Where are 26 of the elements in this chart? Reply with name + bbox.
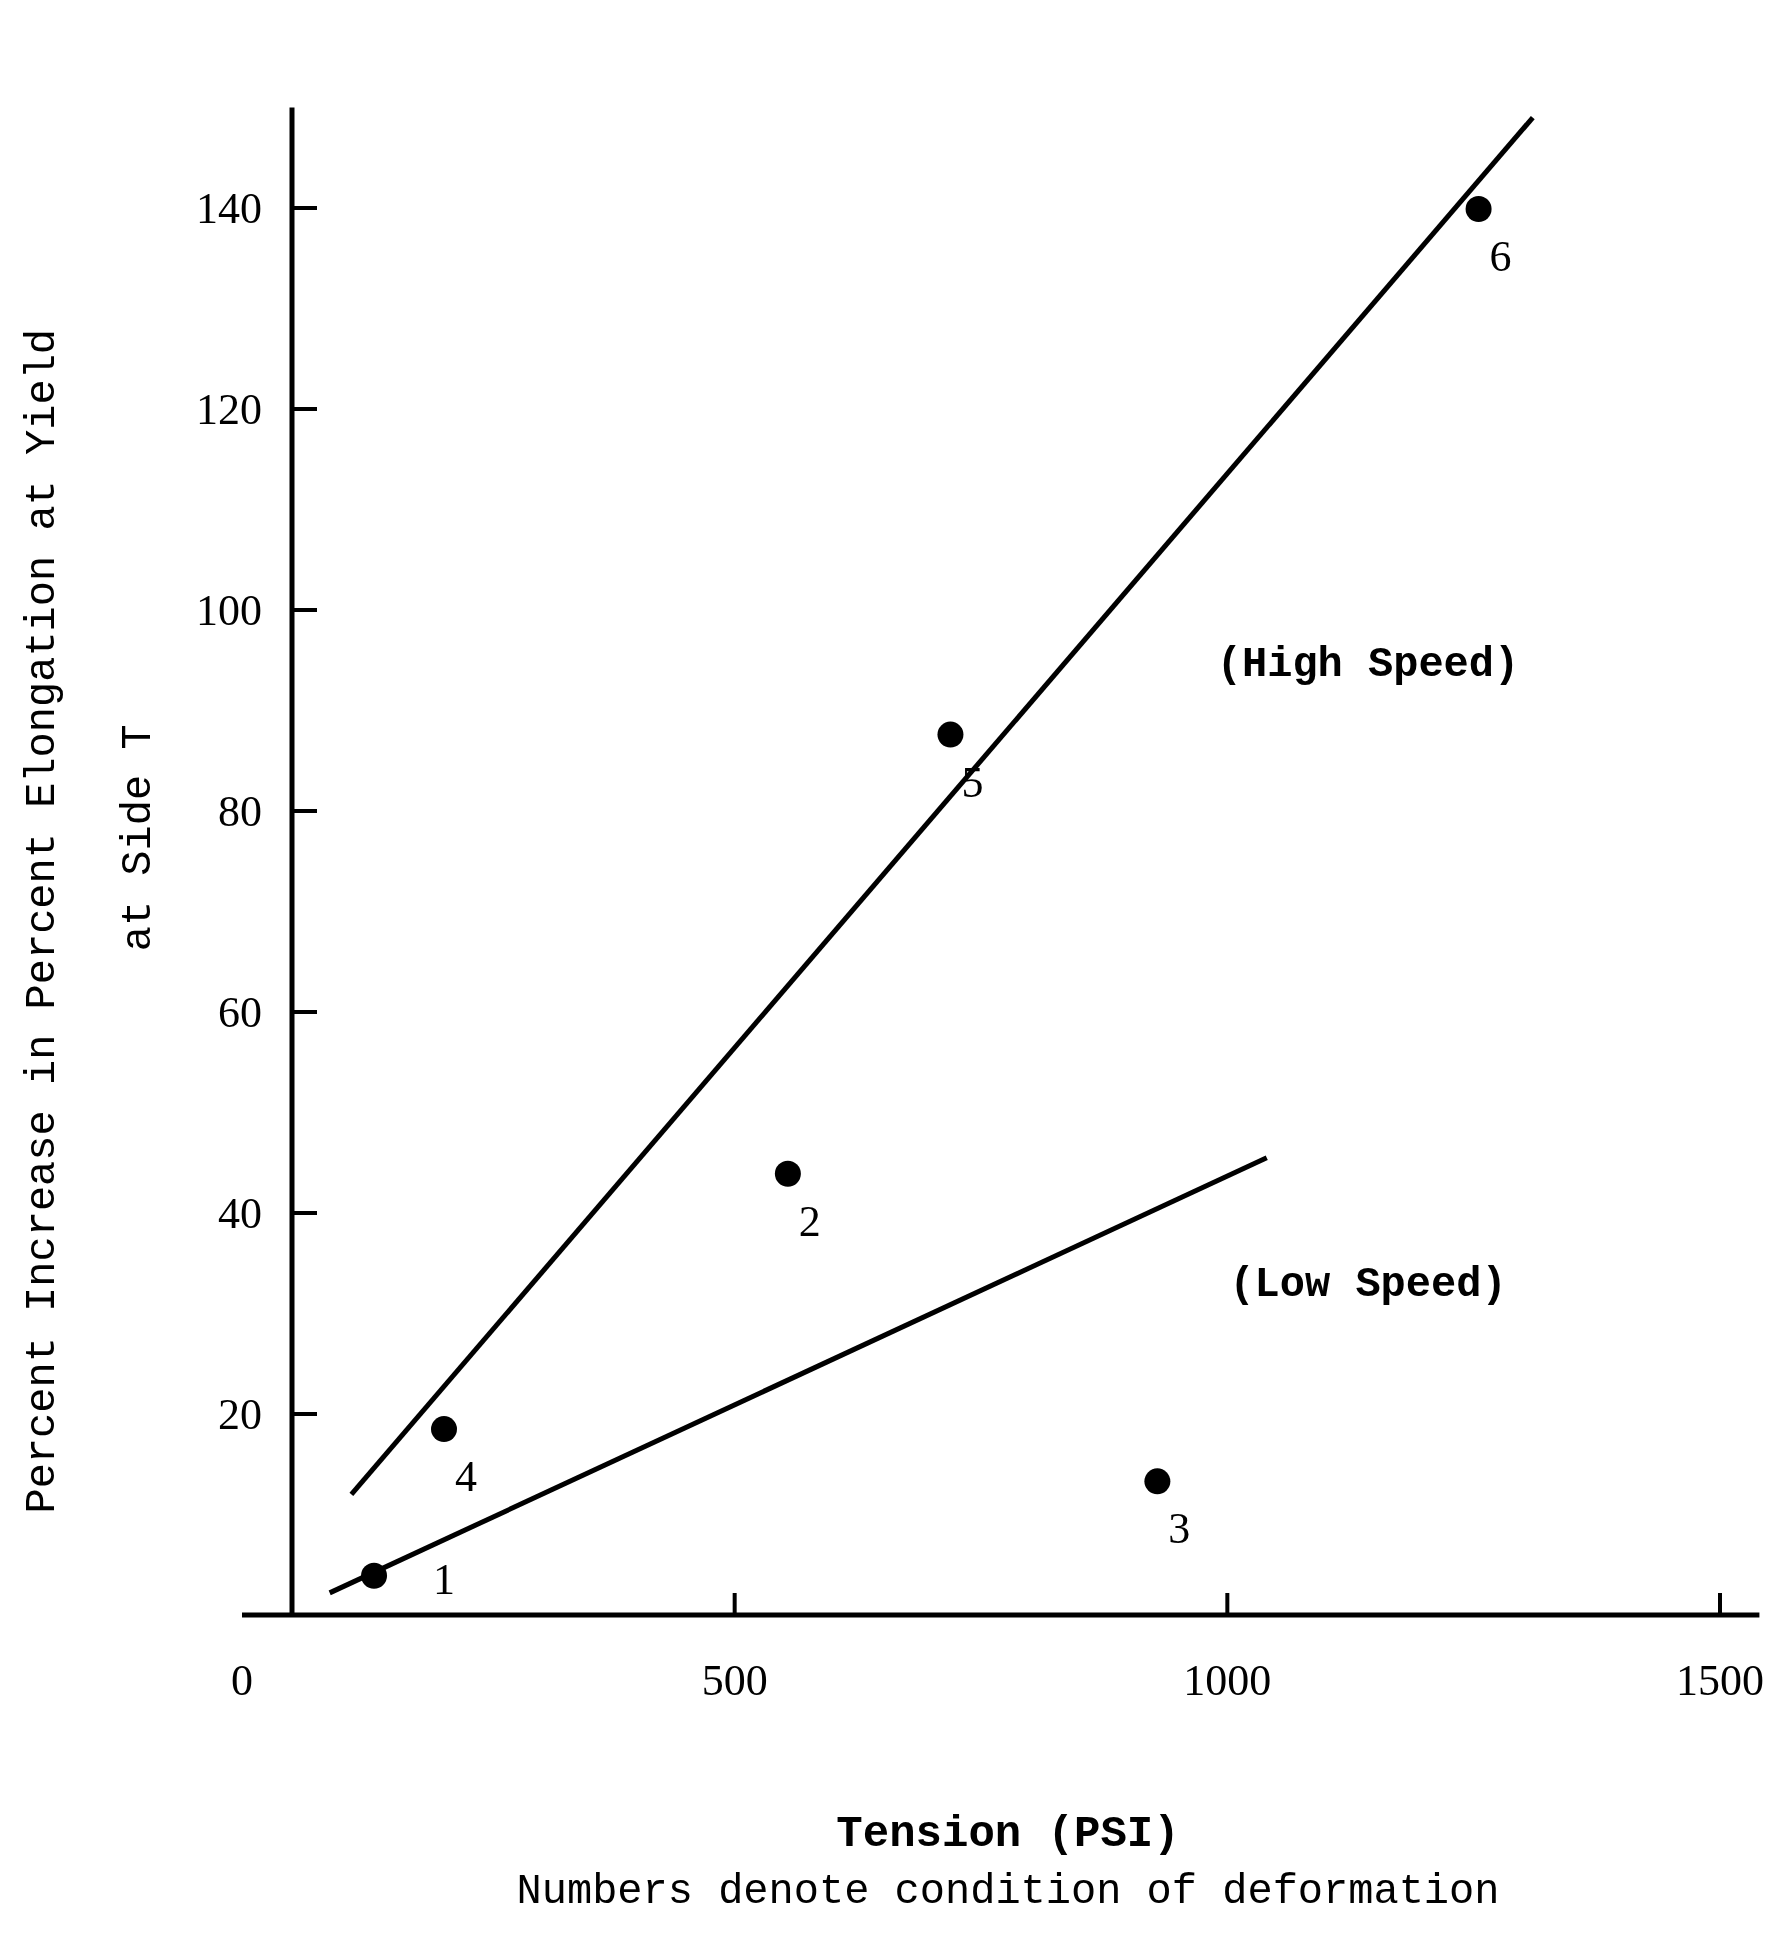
point	[937, 721, 964, 748]
y-tick-label: 120	[196, 385, 262, 434]
y-tick-label: 140	[196, 184, 262, 233]
y-tick-label: 60	[218, 988, 262, 1037]
point	[1144, 1468, 1171, 1495]
annotation: 1	[433, 1554, 456, 1604]
x-axis-title: Tension (PSI)	[836, 1809, 1180, 1859]
annotation: 4	[454, 1452, 477, 1502]
text: Numbers denote condition of deformation	[516, 1868, 1500, 1916]
x-tick-label: 0	[231, 1656, 253, 1705]
annotation: 3	[1168, 1504, 1191, 1554]
x-tick-label: 1000	[1183, 1656, 1272, 1705]
annotation: 6	[1489, 232, 1512, 282]
y-axis-title: Percent Increase in Percent Elongation at Yield at Side T	[19, 328, 163, 1514]
annotation: (Low Speed)	[1229, 1261, 1507, 1309]
point	[774, 1160, 801, 1187]
y-tick-label: 20	[218, 1390, 262, 1439]
annotation: (High Speed)	[1216, 641, 1520, 689]
point	[1465, 196, 1492, 223]
annotation: 2	[798, 1196, 821, 1246]
x-tick-label: 1500	[1676, 1656, 1764, 1705]
y-tick-label: 80	[218, 787, 262, 836]
y-tick-label: 40	[218, 1189, 262, 1238]
point	[430, 1416, 457, 1443]
y-tick-label: 100	[196, 586, 262, 635]
x-tick-label: 500	[701, 1656, 768, 1705]
